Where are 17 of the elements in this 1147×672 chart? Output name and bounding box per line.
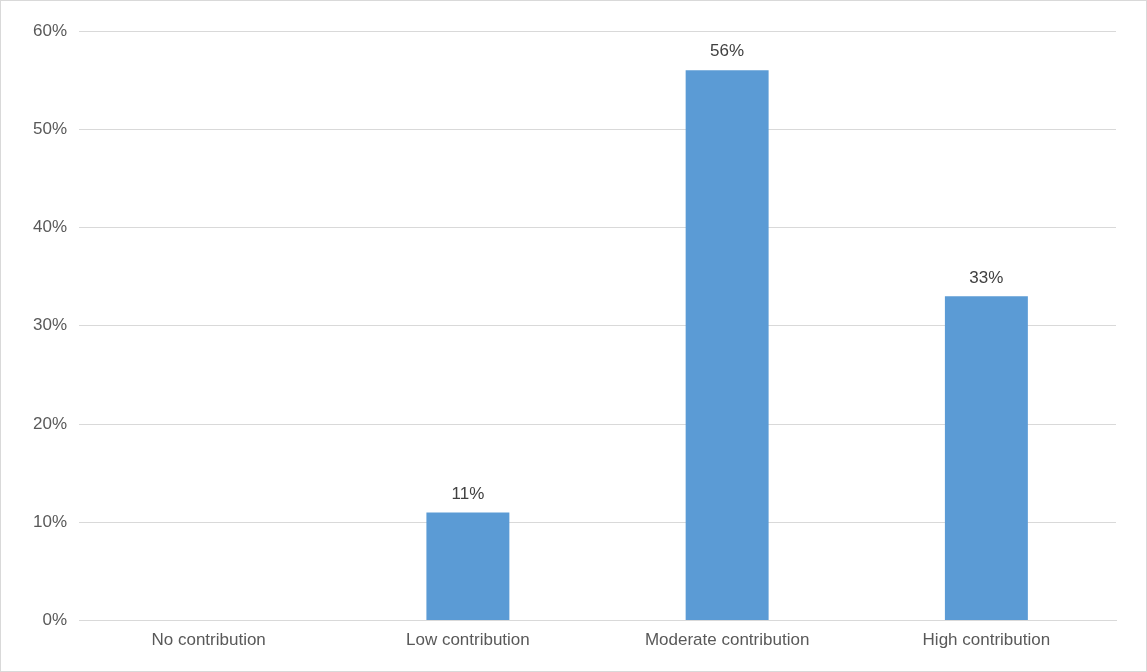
y-tick-label: 30%	[32, 315, 68, 335]
data-label: 33%	[969, 267, 1004, 287]
x-tick-label: No contribution	[151, 630, 266, 650]
data-label: 11%	[451, 483, 485, 503]
y-tick-label: 20%	[32, 413, 68, 433]
y-tick-label: 40%	[32, 217, 68, 237]
bar	[944, 296, 1028, 621]
x-tick-label: Low contribution	[405, 630, 530, 650]
y-tick-label: 10%	[32, 512, 68, 532]
x-tick-label: High contribution	[922, 630, 1051, 650]
data-label: 56%	[710, 41, 745, 61]
y-tick-label: 50%	[32, 118, 68, 138]
y-tick-label: 60%	[32, 20, 68, 40]
x-tick-label: Moderate contribution	[644, 630, 810, 650]
bar	[426, 512, 510, 621]
y-tick-label: 0%	[42, 610, 68, 630]
bar	[685, 70, 769, 621]
